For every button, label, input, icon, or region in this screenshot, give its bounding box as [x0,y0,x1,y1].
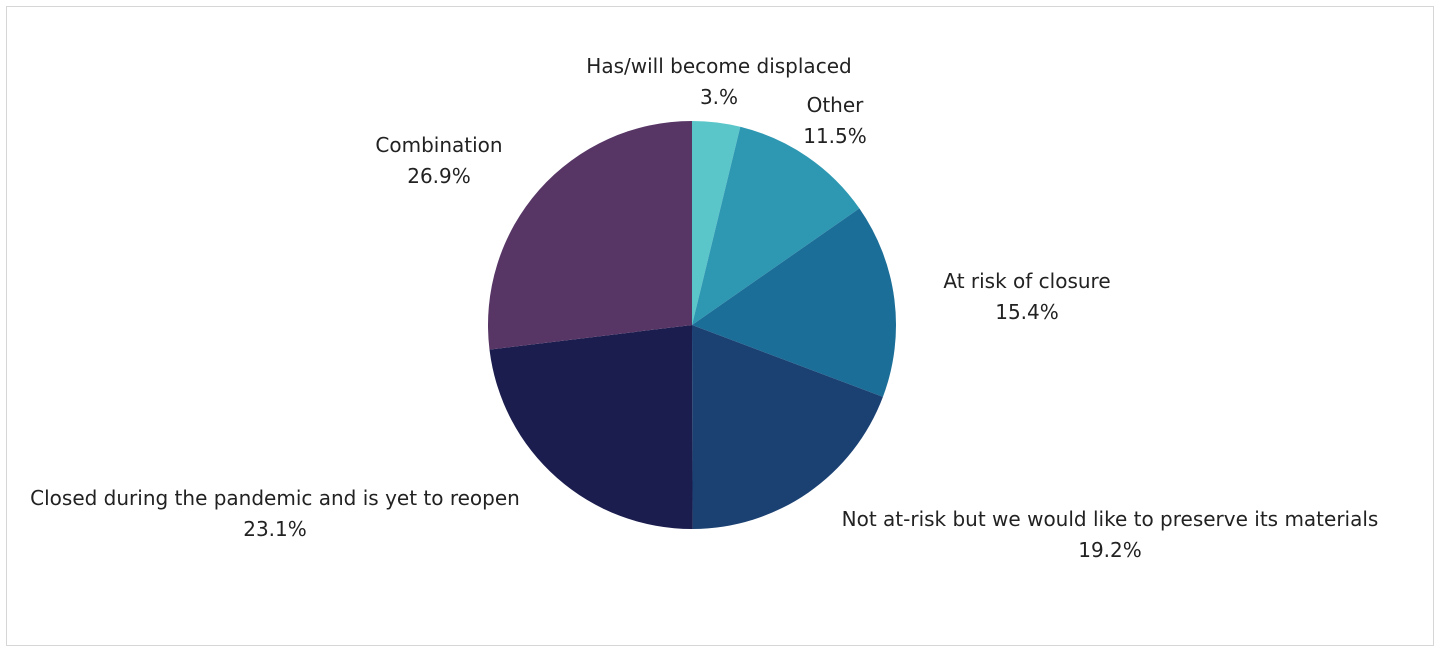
pie-slice-combination [487,120,692,350]
pie-slices [487,120,897,530]
slice-label: At risk of closure [943,269,1110,293]
slice-label: Other [807,93,865,117]
slice-label: Closed during the pandemic and is yet to… [30,486,520,510]
pie-slice-other [692,126,860,325]
slice-value-label: 11.5% [803,124,867,148]
slice-value-label: 19.2% [1078,538,1142,562]
pie-slice-at-risk-of-closure [692,208,897,397]
slice-value-label: 15.4% [995,300,1059,324]
slice-label: Has/will become displaced [586,54,851,78]
slice-label: Not at-risk but we would like to preserv… [842,507,1379,531]
pie-slice-has-will-become-displaced [692,121,741,325]
pie-slice-not-at-risk-but-we-would-like-to-preserve-its-materials [692,325,883,529]
slice-label: Combination [375,133,502,157]
pie-slice-closed-during-the-pandemic-and-is-yet-to-reopen [489,325,693,530]
slice-value-label: 23.1% [243,517,307,541]
slice-value-label: 3.% [700,85,738,109]
slice-labels: Has/will become displaced 3.% Other 11.5% At… [30,54,1378,562]
slice-value-label: 26.9% [407,164,471,188]
